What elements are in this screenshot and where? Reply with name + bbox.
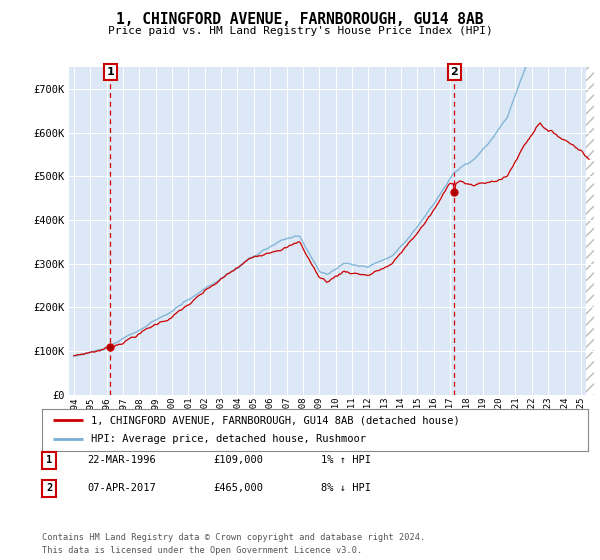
Text: 07-APR-2017: 07-APR-2017 (87, 483, 156, 493)
Text: Contains HM Land Registry data © Crown copyright and database right 2024.
This d: Contains HM Land Registry data © Crown c… (42, 533, 425, 554)
Text: £465,000: £465,000 (213, 483, 263, 493)
Text: 1% ↑ HPI: 1% ↑ HPI (321, 455, 371, 465)
Bar (586, 67, 594, 395)
Text: 8% ↓ HPI: 8% ↓ HPI (321, 483, 371, 493)
Text: 2: 2 (451, 67, 458, 77)
Text: 1, CHINGFORD AVENUE, FARNBOROUGH, GU14 8AB (detached house): 1, CHINGFORD AVENUE, FARNBOROUGH, GU14 8… (91, 415, 460, 425)
Text: Price paid vs. HM Land Registry's House Price Index (HPI): Price paid vs. HM Land Registry's House … (107, 26, 493, 36)
Text: 1, CHINGFORD AVENUE, FARNBOROUGH, GU14 8AB: 1, CHINGFORD AVENUE, FARNBOROUGH, GU14 8… (116, 12, 484, 27)
Text: HPI: Average price, detached house, Rushmoor: HPI: Average price, detached house, Rush… (91, 435, 366, 445)
Text: 1: 1 (106, 67, 114, 77)
Text: 2: 2 (46, 483, 52, 493)
Text: 22-MAR-1996: 22-MAR-1996 (87, 455, 156, 465)
Text: £109,000: £109,000 (213, 455, 263, 465)
Text: 1: 1 (46, 455, 52, 465)
